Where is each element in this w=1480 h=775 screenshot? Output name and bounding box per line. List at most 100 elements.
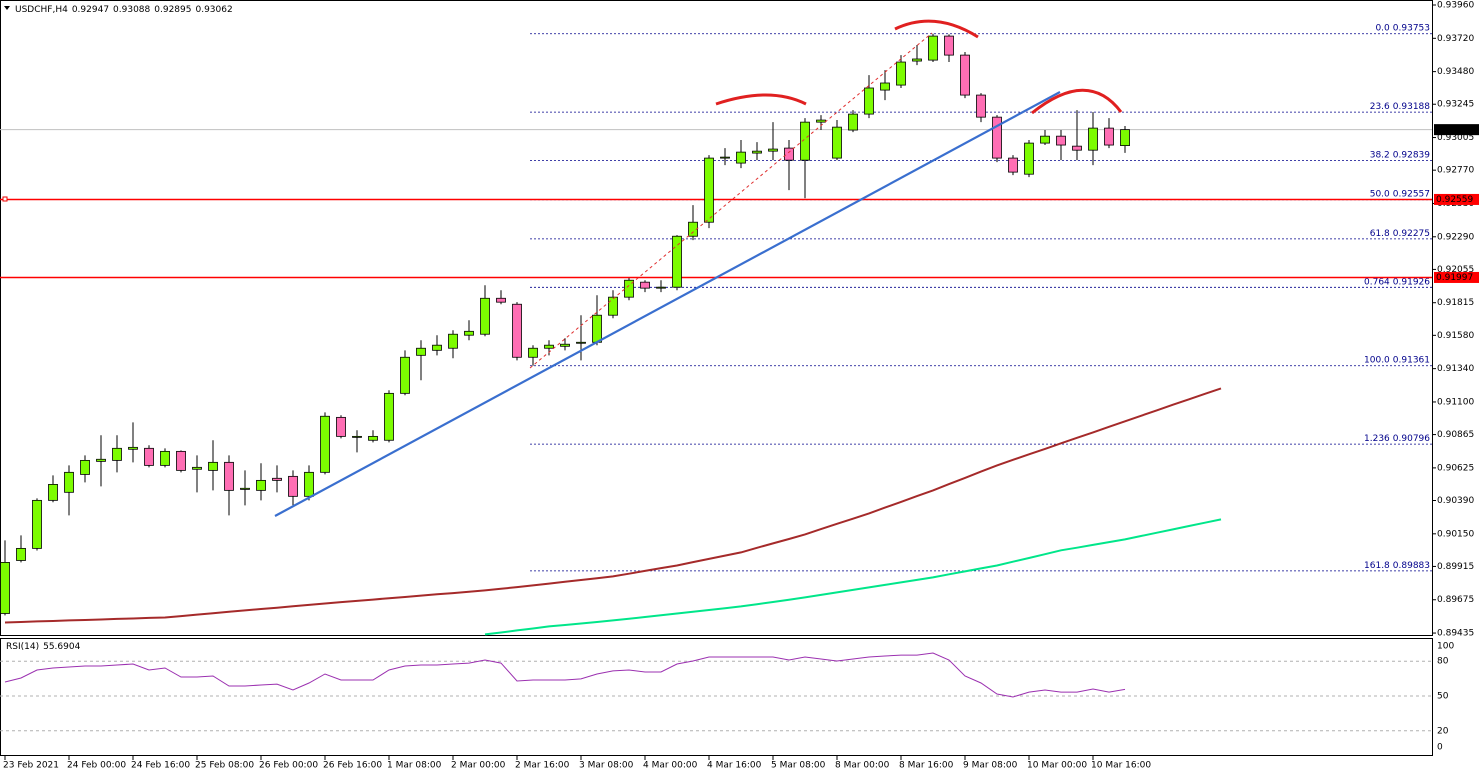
- candle-body: [32, 499, 42, 549]
- x-tick-label: 10 Mar 00:00: [1027, 761, 1087, 771]
- candle-body: [272, 477, 282, 481]
- candle-body: [1056, 135, 1066, 146]
- fib-ratio: 0.0: [1375, 23, 1390, 33]
- fib-price: 0.91926: [1393, 277, 1430, 287]
- candle-body: [80, 459, 90, 475]
- candle-body: [944, 35, 954, 56]
- y-tick-label: 0.92055: [1437, 265, 1474, 275]
- main-frame: [0, 0, 1433, 636]
- y-tick-label: 100: [1437, 642, 1454, 652]
- fib-price: 0.91361: [1393, 355, 1430, 365]
- candle-body: [1040, 135, 1050, 144]
- fib-label: 1.236 0.90796: [1364, 434, 1430, 444]
- candle-body: [784, 147, 794, 161]
- candle-body: [1088, 127, 1098, 151]
- x-tick-label: 8 Mar 16:00: [899, 761, 954, 771]
- fib-ratio: 161.8: [1364, 560, 1390, 570]
- candle-body: [176, 450, 186, 471]
- candle-body: [448, 333, 458, 349]
- candle-body: [608, 296, 618, 316]
- collapse-icon[interactable]: [4, 6, 10, 10]
- y-tick-label: 0.90625: [1437, 463, 1474, 473]
- candle-body: [736, 151, 746, 164]
- y-tick-label: 0: [1437, 743, 1443, 753]
- candle-body: [208, 461, 218, 471]
- price-tag-label: 0.92559: [1436, 195, 1473, 205]
- price-tag: [1434, 124, 1479, 136]
- candle-body: [928, 35, 938, 61]
- y-tick-label: 0.92770: [1437, 166, 1474, 176]
- fib-ratio: 100.0: [1364, 355, 1390, 365]
- candle-body: [368, 435, 378, 441]
- candle-body: [672, 235, 682, 288]
- fib-label: 38.2 0.92839: [1370, 150, 1431, 160]
- candle-body: [624, 279, 634, 298]
- candle-body: [1024, 142, 1034, 175]
- open-value: 0.92947: [72, 5, 109, 15]
- high-value: 0.93088: [113, 5, 150, 15]
- fib-ratio: 1.236: [1364, 434, 1390, 444]
- moving-average: [484, 518, 1222, 636]
- fib-price: 0.89883: [1393, 560, 1430, 570]
- x-tick-label: 4 Mar 00:00: [643, 761, 698, 771]
- candle-body: [720, 156, 730, 159]
- candle-body: [688, 221, 698, 237]
- symbol: USDCHF,H4: [15, 5, 68, 15]
- x-tick-label: 8 Mar 00:00: [835, 761, 890, 771]
- pattern-arc: [894, 19, 979, 39]
- x-tick-label: 1 Mar 08:00: [387, 761, 442, 771]
- x-tick-label: 23 Feb 2021: [3, 761, 59, 771]
- y-tick-label: 0.93245: [1437, 100, 1474, 110]
- candle-body: [656, 286, 666, 289]
- candle-body: [864, 87, 874, 115]
- fib-price: 0.92839: [1393, 150, 1430, 160]
- candle-body: [464, 330, 474, 336]
- candle-body: [16, 547, 26, 561]
- candle-body: [288, 475, 298, 497]
- candle-body: [992, 116, 1002, 159]
- candle-body: [592, 314, 602, 343]
- candle-body: [416, 347, 426, 356]
- fib-label: 61.8 0.92275: [1370, 228, 1430, 238]
- y-tick-label: 0.90390: [1437, 496, 1474, 506]
- x-tick-label: 26 Feb 00:00: [259, 761, 318, 771]
- y-tick-label: 0.91815: [1437, 298, 1474, 308]
- candle-body: [144, 447, 154, 466]
- fib-label: 23.6 0.93188: [1370, 102, 1431, 112]
- annotations: [2, 19, 1123, 517]
- x-tick-label: 9 Mar 08:00: [963, 761, 1018, 771]
- candle-body: [896, 61, 906, 86]
- price-tag-label: 0.91997: [1436, 273, 1473, 283]
- pattern-arc: [715, 93, 807, 106]
- y-tick-label: 0.90150: [1437, 529, 1474, 539]
- y-tick-label: 0.92290: [1437, 232, 1474, 242]
- fib-label: 0.0 0.93753: [1375, 23, 1430, 33]
- candle-body: [880, 82, 890, 91]
- candle-body: [0, 562, 10, 614]
- fib-price: 0.93188: [1393, 102, 1430, 112]
- candle-body: [336, 416, 346, 437]
- close-value: 0.93062: [195, 5, 232, 15]
- moving-average: [4, 387, 1222, 624]
- candle-body: [800, 121, 810, 161]
- indicator-frame: [0, 638, 1433, 756]
- x-tick-label: 25 Feb 08:00: [195, 761, 254, 771]
- candle-body: [64, 471, 74, 493]
- candle-body: [1120, 129, 1130, 146]
- pattern-arc: [1031, 88, 1123, 115]
- candle-body: [352, 435, 362, 438]
- y-tick-label: 0.93480: [1437, 67, 1474, 77]
- y-tick-label: 0.93005: [1437, 133, 1474, 143]
- candle-body: [432, 344, 442, 351]
- x-tick-label: 2 Mar 00:00: [451, 761, 506, 771]
- candle-body: [304, 471, 314, 497]
- price-tag-label: 0.93062: [1436, 125, 1473, 135]
- candle-body: [400, 356, 410, 394]
- y-tick-label: 80: [1437, 657, 1449, 667]
- candle-body: [512, 303, 522, 358]
- candle-body: [192, 466, 202, 470]
- fib-price: 0.93753: [1393, 23, 1430, 33]
- fib-label: 100.0 0.91361: [1364, 355, 1430, 365]
